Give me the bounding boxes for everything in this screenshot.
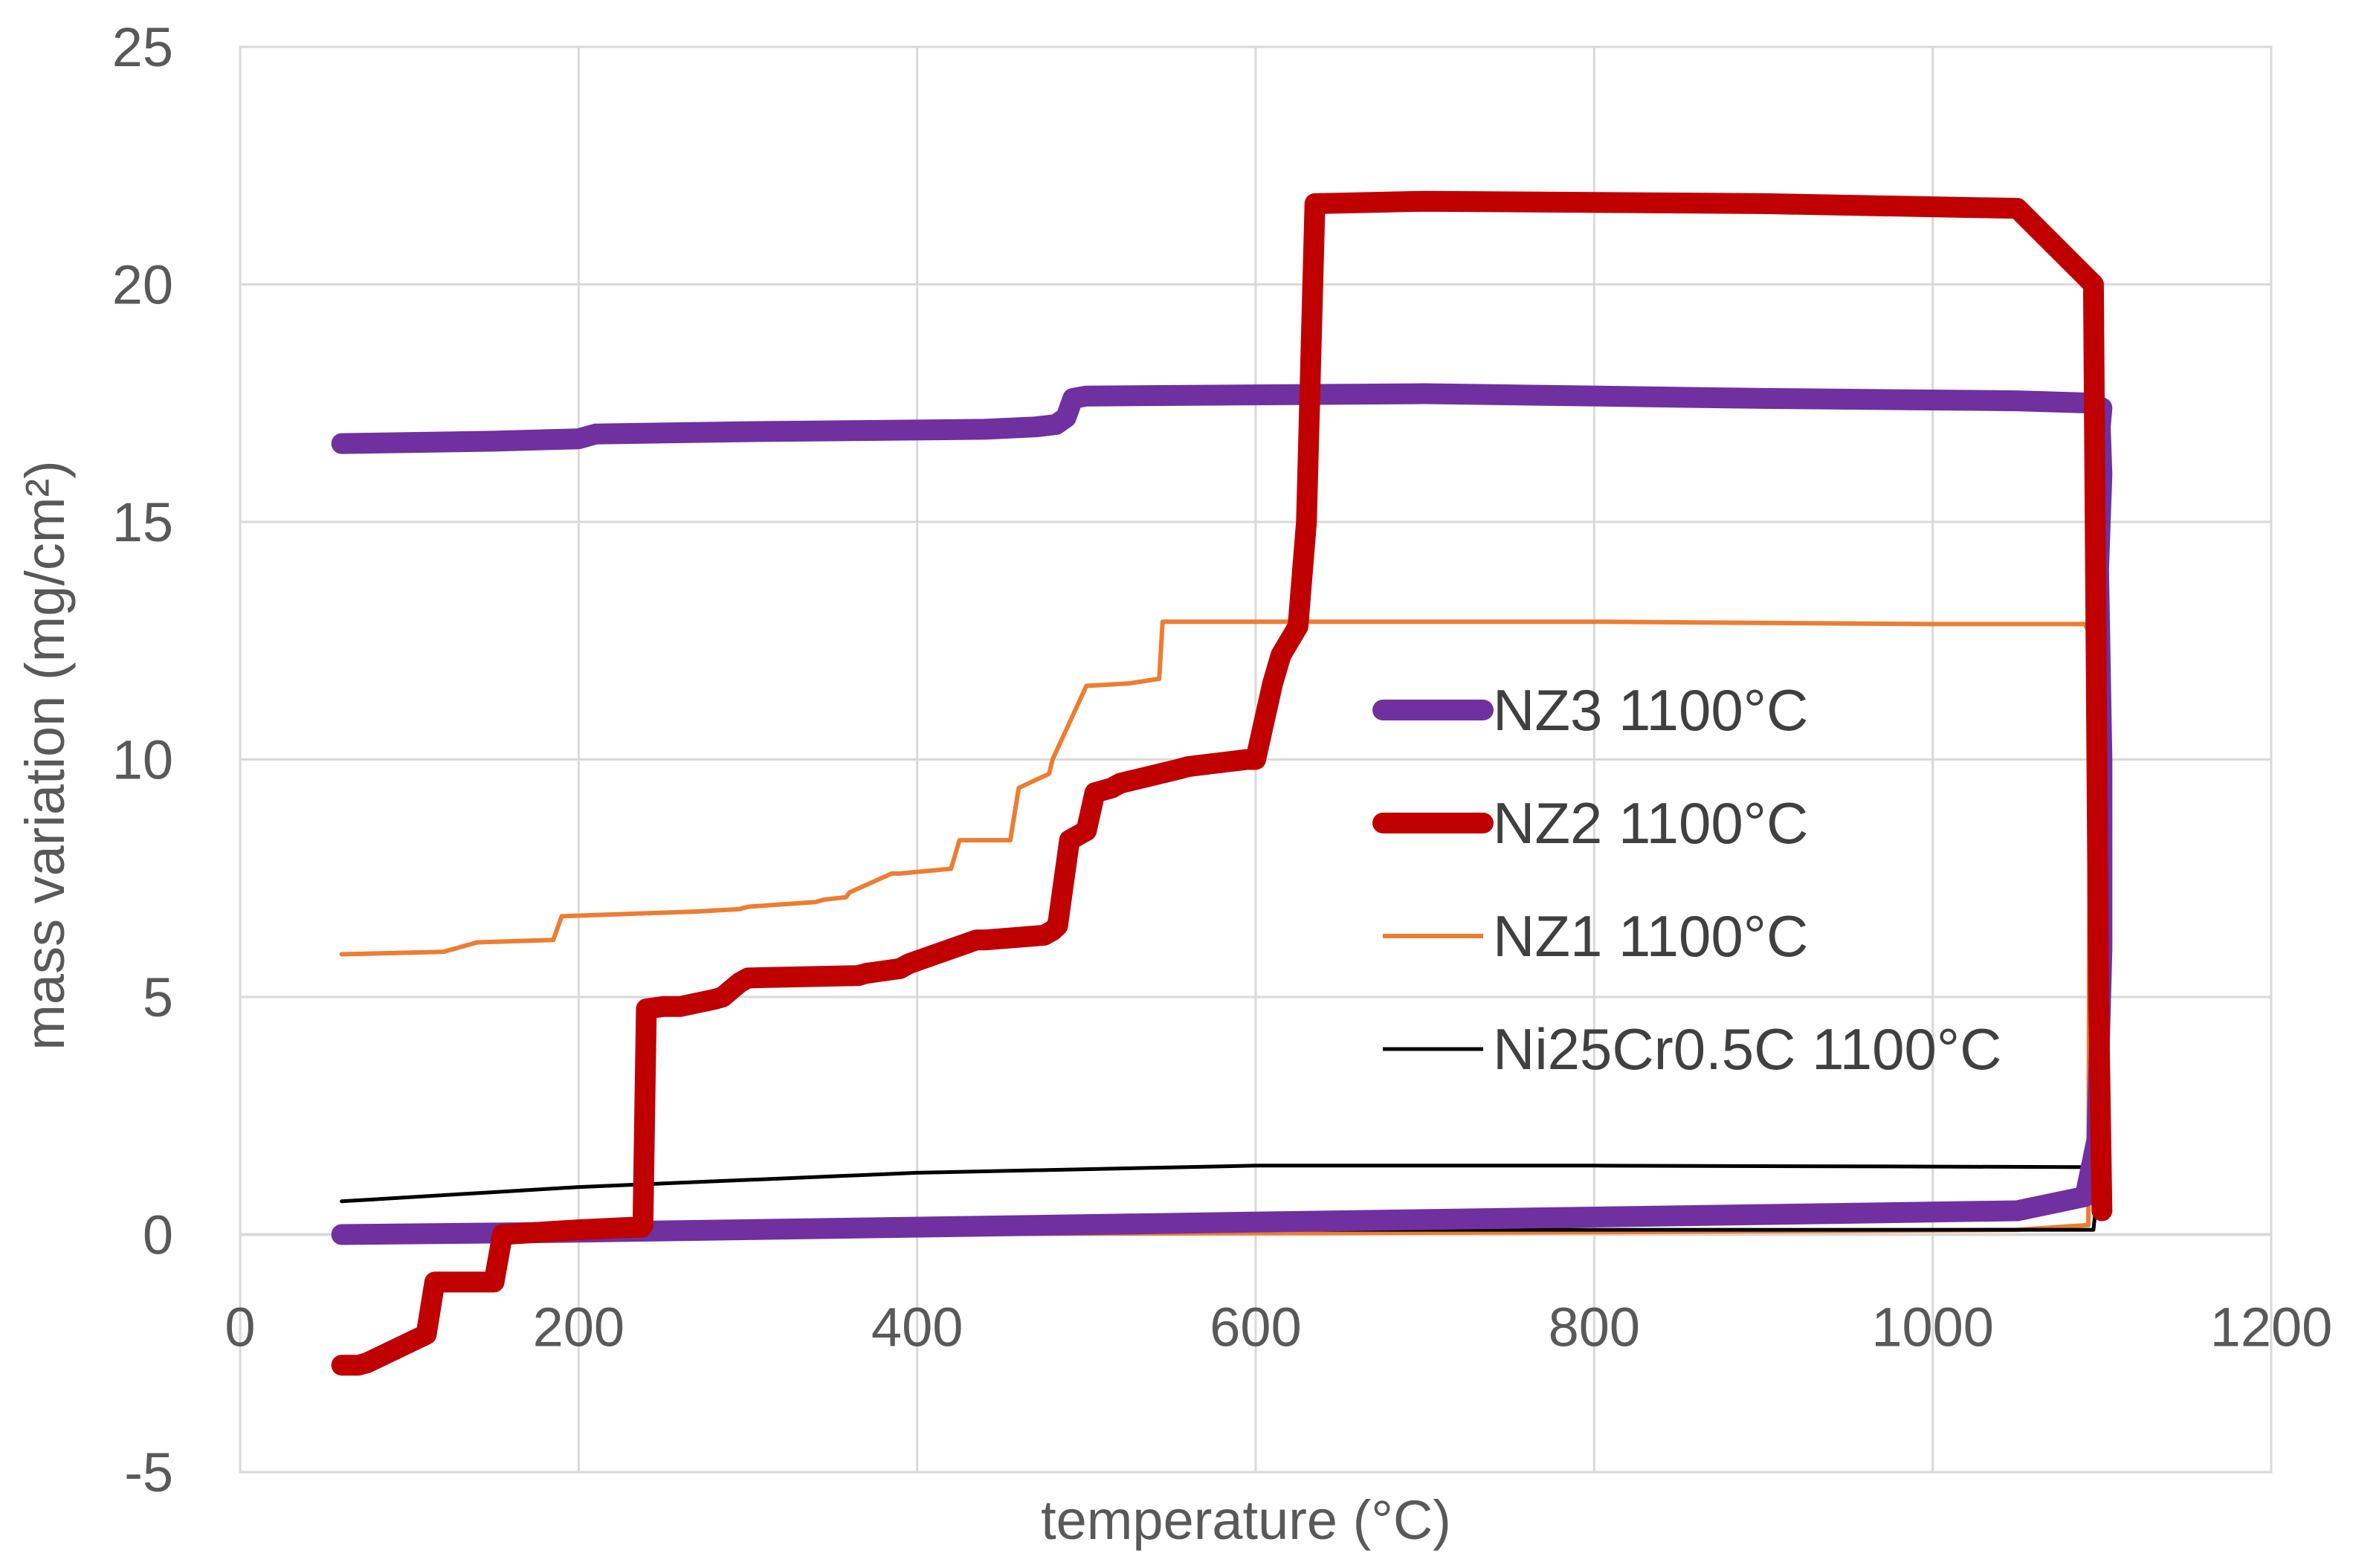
legend-label: NZ1 1100°C <box>1493 903 1808 969</box>
y-tick-label: 0 <box>143 1204 173 1266</box>
x-tick-label: 600 <box>1210 1297 1301 1358</box>
y-tick-label: 20 <box>112 254 173 316</box>
legend: NZ3 1100°C NZ2 1100°C NZ1 1100°C Ni25Cr0.5C… <box>1372 677 2001 1082</box>
y-tick-label: 10 <box>112 729 173 791</box>
x-tick-label: 400 <box>871 1297 963 1358</box>
series-line-nz1 <box>339 619 2093 1237</box>
series-line-nz3 <box>331 383 2113 1245</box>
x-tick-label: 800 <box>1549 1297 1640 1358</box>
x-tick-label: 200 <box>533 1297 624 1358</box>
legend-label: NZ3 1100°C <box>1493 677 1808 743</box>
legend-label: NZ2 1100°C <box>1493 790 1808 856</box>
tick-label-layer: -5 0 5 10 15 20 25 0 200 400 600 800 1000 1200 <box>112 16 2333 1503</box>
y-tick-label: 15 <box>112 491 173 553</box>
y-tick-label: 25 <box>112 16 173 78</box>
legend-label: Ni25Cr0.5C 1100°C <box>1493 1016 2001 1082</box>
y-tick-label: 5 <box>143 967 173 1028</box>
x-tick-label: 1200 <box>2210 1297 2333 1358</box>
x-tick-label: 0 <box>225 1297 255 1358</box>
y-axis-title: mass variation (mg/cm²) <box>14 460 76 1051</box>
series-layer <box>331 190 2113 1376</box>
x-tick-label: 1000 <box>1871 1297 1994 1358</box>
x-axis-title: temperature (°C) <box>1041 1489 1451 1551</box>
y-tick-label: -5 <box>124 1442 173 1503</box>
series-line-nz2 <box>331 190 2113 1376</box>
